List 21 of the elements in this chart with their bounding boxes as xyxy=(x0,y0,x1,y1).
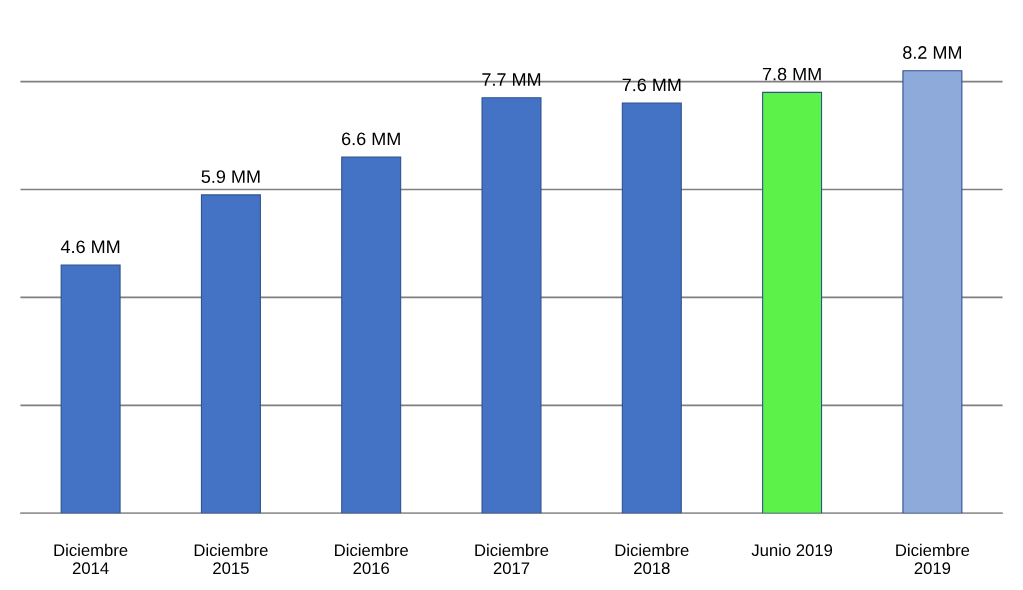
data-label: 5.9 MM xyxy=(201,170,260,184)
bar xyxy=(481,97,542,514)
x-tick-label: Junio 2019 xyxy=(751,543,833,557)
bar xyxy=(902,70,963,514)
x-tick-label: Diciembre 2015 xyxy=(194,543,268,575)
bar xyxy=(621,102,682,514)
bar xyxy=(200,194,261,514)
data-label: 7.6 MM xyxy=(622,78,681,92)
data-label: 6.6 MM xyxy=(342,132,400,146)
x-tick-label: Diciembre 2018 xyxy=(615,543,689,575)
data-label: 7.8 MM xyxy=(762,67,821,81)
data-label: 7.7 MM xyxy=(482,73,541,86)
x-tick-label: Diciembre 2019 xyxy=(896,543,970,575)
bar xyxy=(341,156,402,514)
bar xyxy=(60,264,121,514)
x-tick-label: Diciembre 2017 xyxy=(475,543,549,575)
data-label: 4.6 MM xyxy=(60,240,120,254)
x-tick-label: Diciembre 2016 xyxy=(335,543,408,575)
x-tick-label: Diciembre 2014 xyxy=(54,543,128,575)
data-label: 8.2 MM xyxy=(903,46,962,59)
bar xyxy=(762,91,823,514)
